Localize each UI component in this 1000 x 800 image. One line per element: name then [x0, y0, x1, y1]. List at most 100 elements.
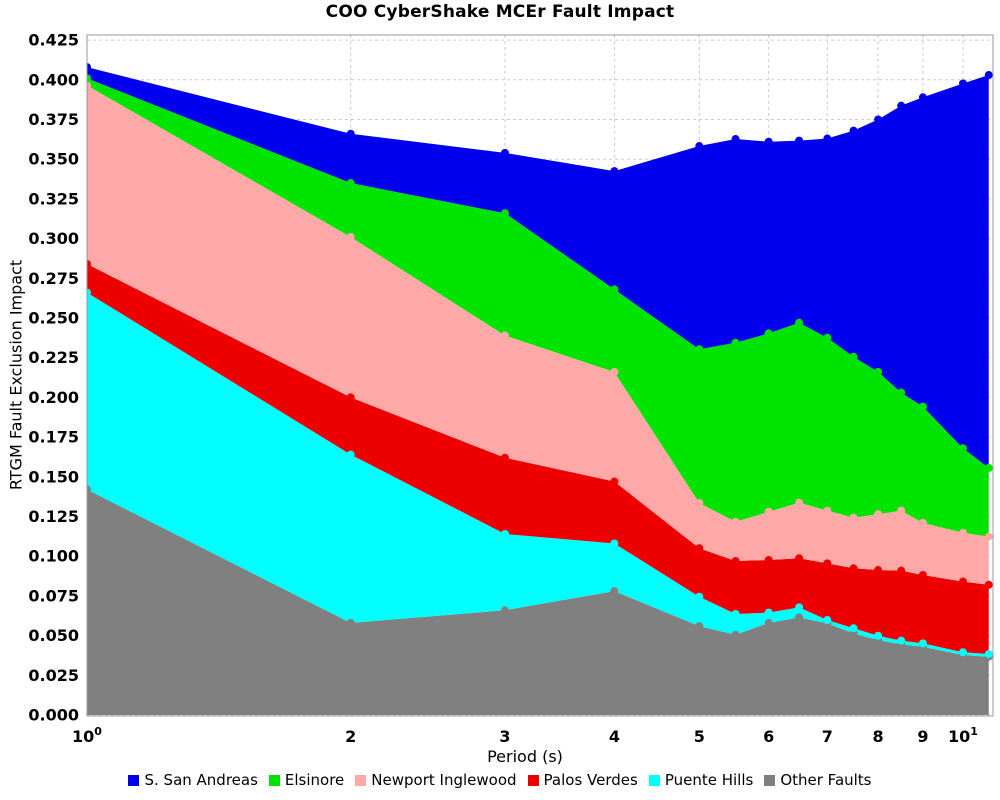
- data-point: [731, 517, 740, 526]
- data-point: [695, 499, 704, 507]
- legend-swatch-icon: [527, 774, 539, 786]
- data-point: [346, 450, 355, 459]
- legend-item-elsinore: Elsinore: [268, 771, 345, 789]
- data-point: [500, 606, 509, 615]
- y-tick-labels: 0.000 0.025 0.050 0.075 0.100 0.125 0.150 0.175…: [28, 31, 79, 725]
- area-other-faults: [87, 489, 989, 715]
- legend-item-other-faults: Other Faults: [764, 771, 872, 789]
- data-point: [500, 529, 509, 538]
- data-point: [849, 564, 858, 573]
- data-point: [918, 518, 927, 527]
- data-point: [731, 135, 740, 144]
- data-point: [731, 556, 740, 565]
- plot-border: [86, 34, 994, 717]
- y-tick-label: 0.275: [28, 269, 79, 288]
- data-point: [795, 318, 804, 327]
- data-point: [610, 587, 619, 596]
- data-point: [731, 610, 740, 618]
- data-point: [897, 506, 906, 515]
- x-tick-label: 8: [873, 727, 884, 746]
- x-tick-label: 6: [763, 727, 774, 746]
- legend-label: S. San Andreas: [144, 771, 258, 789]
- legend-swatch-icon: [648, 774, 660, 786]
- data-point: [823, 616, 832, 625]
- data-point: [897, 566, 906, 575]
- data-point: [823, 559, 832, 568]
- area-newport-inglewood: [87, 85, 989, 585]
- data-point: [874, 631, 883, 640]
- data-point: [795, 498, 804, 507]
- data-point: [346, 233, 355, 242]
- area-puente-hills: [87, 292, 989, 657]
- data-point: [731, 338, 740, 347]
- x-tick-label: 9: [917, 727, 928, 746]
- x-tick-label: 5: [694, 727, 705, 746]
- data-point: [610, 477, 619, 486]
- stacked-areas: [87, 67, 989, 715]
- legend-swatch-icon: [128, 774, 140, 786]
- data-point: [984, 580, 993, 589]
- legend-item-s-san-andreas: S. San Andreas: [128, 771, 258, 789]
- data-point: [346, 618, 355, 627]
- data-point: [87, 74, 91, 83]
- area-elsinore: [87, 78, 989, 537]
- x-tick-labels: 100 2 3 4 5 6 7 8 9 101: [72, 725, 978, 746]
- y-tick-label: 0.175: [28, 428, 79, 447]
- legend-item-newport-inglewood: Newport Inglewood: [355, 771, 517, 789]
- data-point: [795, 554, 804, 563]
- data-point: [959, 528, 967, 537]
- data-point: [984, 463, 993, 472]
- data-point: [764, 507, 773, 516]
- data-point: [87, 485, 91, 494]
- legend-item-puente-hills: Puente Hills: [648, 771, 753, 789]
- data-point: [610, 367, 619, 376]
- data-point: [897, 636, 906, 645]
- legend-label: Palos Verdes: [543, 771, 638, 789]
- data-point: [695, 622, 704, 631]
- data-point: [959, 444, 967, 453]
- data-point: [87, 81, 91, 90]
- data-point: [874, 510, 883, 519]
- y-tick-label: 0.300: [28, 229, 79, 248]
- x-tick-label: 100: [72, 725, 102, 746]
- y-tick-label: 0.325: [28, 189, 79, 208]
- data-point: [695, 544, 704, 553]
- data-point: [823, 506, 832, 515]
- data-point: [849, 624, 858, 633]
- data-point: [795, 603, 804, 612]
- data-point: [610, 539, 619, 548]
- x-tick-label: 7: [822, 727, 833, 746]
- data-point: [731, 630, 740, 639]
- y-tick-label: 0.000: [28, 706, 79, 725]
- data-point: [959, 577, 967, 586]
- data-point: [897, 388, 906, 397]
- y-tick-label: 0.100: [28, 547, 79, 566]
- legend-label: Elsinore: [284, 771, 345, 789]
- data-point: [959, 648, 967, 657]
- chart-legend: S. San Andreas Elsinore Newport Inglewood P…: [0, 771, 1000, 789]
- data-point: [87, 260, 91, 269]
- data-point-markers: [87, 63, 993, 661]
- data-point: [695, 592, 704, 601]
- data-point: [959, 79, 967, 88]
- legend-label: Other Faults: [780, 771, 872, 789]
- data-point: [610, 285, 619, 294]
- y-tick-label: 0.350: [28, 150, 79, 169]
- data-point: [695, 345, 704, 354]
- data-point: [764, 608, 773, 617]
- data-point: [849, 126, 858, 135]
- data-point: [918, 402, 927, 411]
- x-tick-label: 3: [499, 727, 510, 746]
- data-point: [984, 532, 993, 541]
- data-point: [346, 179, 355, 188]
- y-tick-label: 0.025: [28, 666, 79, 685]
- data-point: [610, 167, 619, 176]
- data-point: [897, 101, 906, 110]
- area-s-san-andreas: [87, 67, 989, 468]
- y-tick-label: 0.250: [28, 309, 79, 328]
- data-point: [984, 71, 993, 80]
- legend-swatch-icon: [268, 774, 280, 786]
- y-tick-label: 0.200: [28, 388, 79, 407]
